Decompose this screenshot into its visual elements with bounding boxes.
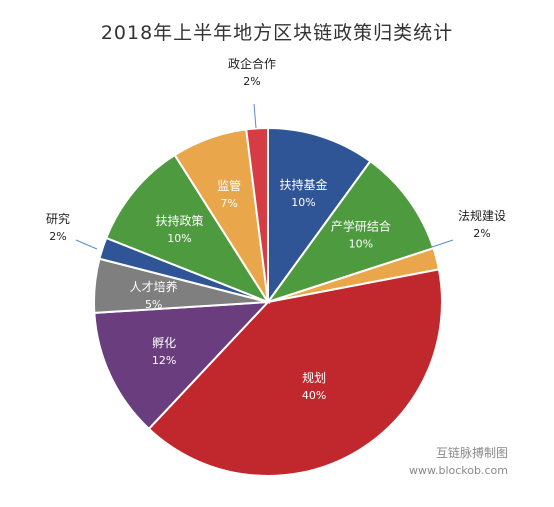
slice-percent-label: 10% (349, 237, 373, 250)
slice-percent-label: 2% (243, 75, 260, 88)
slice-category-label: 规划 (302, 370, 326, 385)
pie-slices (93, 126, 443, 477)
slice-1 (265, 159, 435, 304)
slice-category-label: 扶持基金 (279, 177, 327, 192)
slice-category-label: 孵化 (152, 336, 176, 350)
credit-line-1: 互链脉搏制图 (435, 446, 508, 460)
leader-line-9 (253, 103, 257, 129)
slice-labels: 扶持基金 10% 产学研结合 10% 法规建设 2% 规划 40% 孵化 12% 人才培养 5% 研究 2… (46, 56, 506, 402)
slice-percent-label: 2% (49, 230, 66, 243)
chart-title: 2018年上半年地方区块链政策归类统计 (100, 22, 454, 44)
slice-category-label: 人才培养 (130, 279, 178, 294)
slice-7 (104, 153, 271, 305)
slice-4 (93, 300, 271, 431)
slice-category-label: 政企合作 (228, 56, 276, 71)
slice-percent-label: 12% (152, 354, 176, 367)
slice-percent-label: 10% (291, 196, 315, 209)
leader-line-2 (431, 239, 454, 248)
slice-percent-label: 7% (220, 197, 237, 210)
slice-0 (267, 126, 372, 306)
slice-percent-label: 2% (473, 227, 490, 240)
slice-percent-label: 10% (167, 232, 191, 245)
slice-9 (245, 126, 269, 303)
slice-percent-label: 5% (145, 298, 162, 311)
slice-category-label: 扶持政策 (156, 213, 204, 228)
slice-percent-label: 40% (302, 389, 326, 402)
slice-category-label: 法规建设 (458, 208, 506, 223)
slice-3 (147, 268, 443, 477)
slice-category-label: 产学研结合 (331, 218, 391, 233)
slice-category-label: 监管 (217, 178, 241, 193)
slice-category-label: 研究 (46, 211, 70, 226)
leader-line-6 (75, 239, 98, 250)
credit-line-2: www.blockob.com (409, 464, 508, 477)
leader-lines (75, 103, 454, 250)
